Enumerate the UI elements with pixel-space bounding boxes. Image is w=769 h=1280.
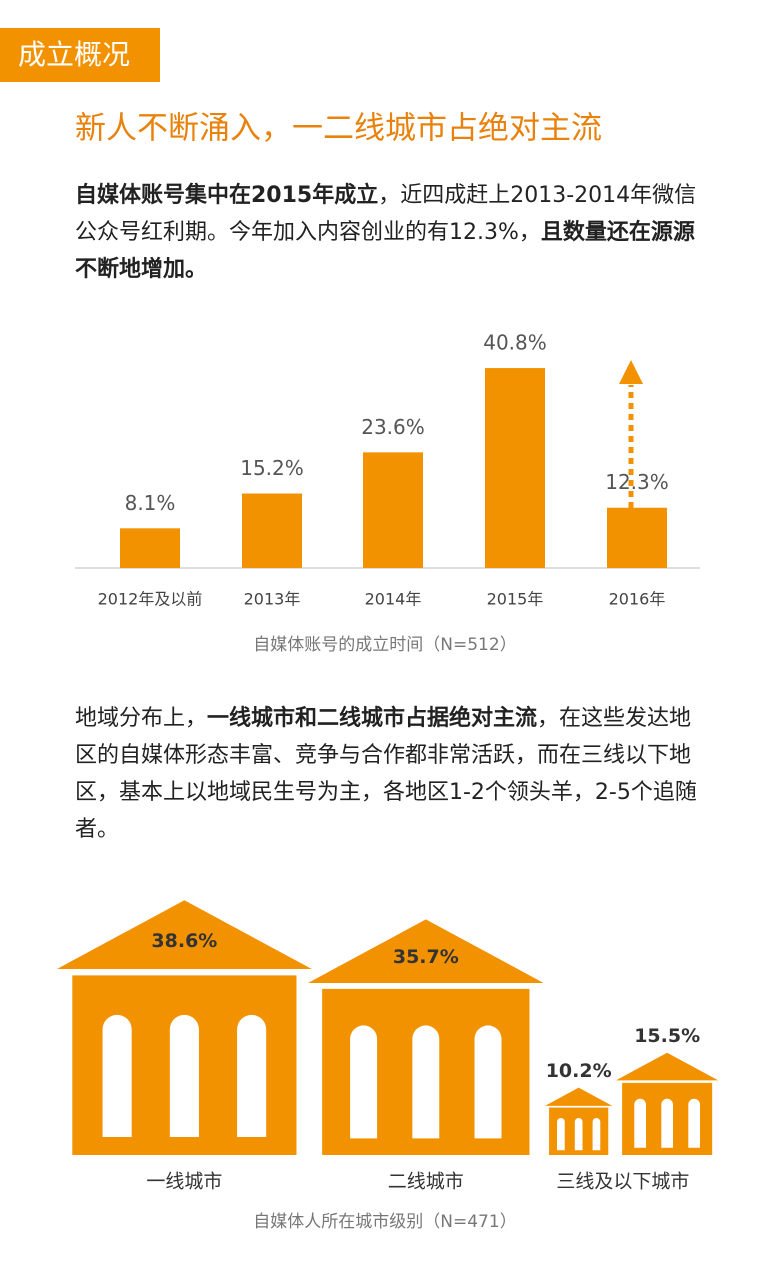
growth-arrow-head <box>619 360 643 384</box>
value-label: 15.2% <box>240 456 304 480</box>
window <box>557 1117 565 1151</box>
text-run: 地域分布上， <box>75 706 208 731</box>
category-label: 三线及以下城市 <box>556 1171 689 1193</box>
category-label: 2013年 <box>244 590 301 609</box>
section-tag: 成立概况 <box>18 38 130 71</box>
text-run: 自媒体账号集中在2015年成立 <box>75 183 379 208</box>
bar <box>242 493 302 568</box>
building <box>616 1052 719 1155</box>
paragraph: 自媒体账号集中在2015年成立，近四成赶上2013-2014年微信公众号红利期。… <box>75 177 705 288</box>
value-label: 12.3% <box>605 470 669 494</box>
bar <box>485 368 545 568</box>
value-label: 23.6% <box>361 415 425 439</box>
value-label: 40.8% <box>483 331 547 355</box>
window <box>350 1025 378 1139</box>
category-label: 2016年 <box>609 590 666 609</box>
window <box>661 1098 674 1148</box>
category-label: 2012年及以前 <box>98 590 203 609</box>
building <box>545 1087 613 1155</box>
window <box>169 1014 199 1138</box>
value-label: 35.7% <box>393 946 459 968</box>
building <box>308 919 544 1155</box>
value-label: 10.2% <box>546 1060 612 1082</box>
section-tag-box <box>0 28 160 82</box>
window <box>592 1117 601 1151</box>
window <box>574 1117 583 1151</box>
bar <box>607 507 667 568</box>
roof <box>57 900 312 970</box>
roof <box>308 919 544 983</box>
text-run: 且数量还在源源不断地增加。 <box>75 220 695 282</box>
chart-caption: 自媒体账号的成立时间（N=512） <box>253 635 516 655</box>
roof <box>545 1087 613 1106</box>
category-label: 2015年 <box>487 590 544 609</box>
value-label: 15.5% <box>634 1025 700 1047</box>
roof <box>616 1052 719 1081</box>
category-label: 二线城市 <box>388 1171 464 1193</box>
category-label: 一线城市 <box>146 1171 222 1193</box>
window <box>102 1014 132 1138</box>
text-run: ，在这些发达地区的自媒体形态丰富、竞争与合作都非常活跃，而在三线以下地区，基本上… <box>75 706 697 842</box>
window <box>412 1025 440 1139</box>
bar <box>363 452 423 568</box>
value-label: 8.1% <box>125 491 176 515</box>
window <box>634 1098 646 1148</box>
chart-caption: 自媒体人所在城市级别（N=471） <box>253 1212 516 1232</box>
paragraph: 地域分布上，一线城市和二线城市占据绝对主流，在这些发达地区的自媒体形态丰富、竞争… <box>75 700 705 848</box>
value-label: 38.6% <box>151 930 217 952</box>
building <box>57 900 312 1155</box>
category-label: 2014年 <box>365 590 422 609</box>
text-run: ，近四成赶上2013-2014年微信公众号红利期。今年加入内容创业的有12.3%… <box>75 183 697 245</box>
window <box>474 1025 502 1139</box>
headline: 新人不断涌入，一二线城市占绝对主流 <box>75 111 602 147</box>
bar <box>120 528 180 568</box>
window <box>688 1098 701 1148</box>
window <box>237 1014 267 1138</box>
text-run: 一线城市和二线城市占据绝对主流 <box>207 706 538 731</box>
